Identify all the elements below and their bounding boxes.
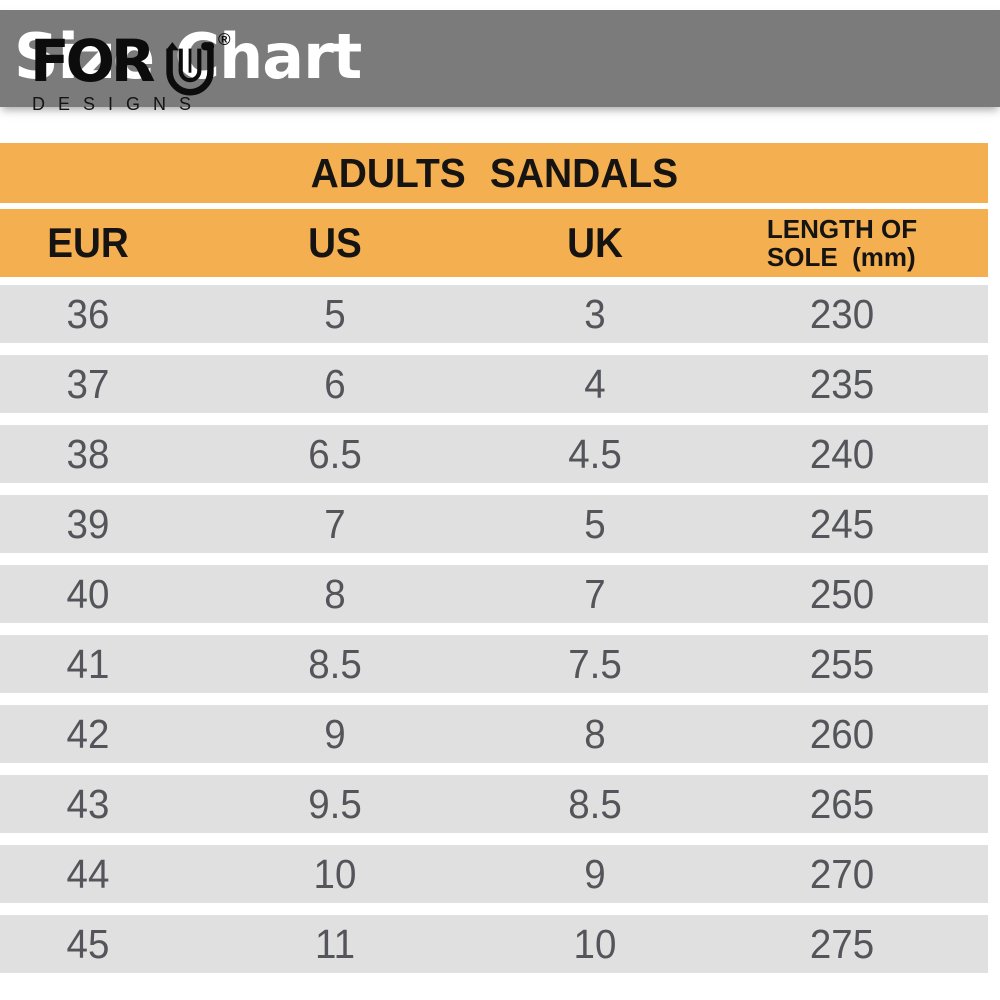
table-row: 40 8 7 250	[0, 565, 988, 623]
table-row: 42 9 8 260	[0, 705, 988, 763]
table-cell: 8	[584, 710, 606, 757]
table-row: 37 6 4 235	[0, 355, 988, 413]
table-cell: 41	[66, 640, 110, 687]
table-cell: 5	[324, 290, 346, 337]
page-title: Size Chart	[14, 20, 362, 93]
table-cell: 245	[809, 500, 875, 547]
table-cell: 40	[66, 570, 110, 617]
table-cell: 9	[584, 850, 606, 897]
table-cell: 7	[584, 570, 606, 617]
table-row: 43 9.5 8.5 265	[0, 775, 988, 833]
table-cell: 45	[66, 920, 110, 967]
table-cell: 39	[66, 500, 110, 547]
table-cell: 11	[314, 920, 356, 967]
table-cell: 255	[809, 640, 875, 687]
table-cell: 38	[66, 430, 110, 477]
table-row: 39 7 5 245	[0, 495, 988, 553]
table-cell: 9.5	[308, 780, 362, 827]
table-cell: 37	[66, 360, 110, 407]
table-cell: 5	[584, 500, 606, 547]
table-title: ADULTS SANDALS	[310, 149, 678, 196]
table-row: 36 5 3 230	[0, 285, 988, 343]
table-title-banner: ADULTS SANDALS	[0, 143, 988, 203]
table-header-row: EUR US UK LENGTH OF SOLE (mm)	[0, 209, 988, 277]
table-cell: 4.5	[568, 430, 622, 477]
length-header-line2: SOLE (mm)	[766, 242, 916, 272]
registered-trademark: ®	[218, 30, 231, 49]
table-cell: 240	[809, 430, 875, 477]
brand-banner: Size Chart FOR ® DESIGNS	[0, 10, 1000, 114]
table-cell: 6.5	[308, 430, 362, 477]
column-header-length: LENGTH OF SOLE (mm)	[696, 215, 988, 271]
column-header-uk: UK	[567, 219, 623, 266]
column-header-eur: EUR	[47, 219, 129, 266]
stylized-u-icon	[164, 41, 216, 97]
table-cell: 260	[809, 710, 875, 757]
table-cell: 250	[809, 570, 875, 617]
table-row: 44 10 9 270	[0, 845, 988, 903]
table-cell: 235	[809, 360, 875, 407]
table-cell: 10	[313, 850, 357, 897]
table-cell: 270	[809, 850, 875, 897]
table-cell: 8.5	[308, 640, 362, 687]
table-row: 41 8.5 7.5 255	[0, 635, 988, 693]
table-cell: 7	[324, 500, 346, 547]
table-cell: 265	[809, 780, 875, 827]
table-cell: 230	[809, 290, 875, 337]
table-cell: 36	[66, 290, 110, 337]
table-cell: 8	[324, 570, 346, 617]
table-cell: 4	[584, 360, 606, 407]
table-cell: 9	[324, 710, 346, 757]
table-cell: 44	[66, 850, 110, 897]
length-header-line1: LENGTH OF	[766, 214, 918, 244]
table-cell: 6	[324, 360, 346, 407]
table-cell: 275	[809, 920, 875, 967]
size-table-body: 36 5 3 230 37 6 4 235 38 6.5 4.5 240 39 7 5 245 40 8 7 250 4…	[0, 285, 988, 985]
table-row: 45 11 10 275	[0, 915, 988, 973]
table-cell: 10	[573, 920, 617, 967]
table-cell: 42	[66, 710, 110, 757]
column-header-us: US	[308, 219, 362, 266]
table-cell: 43	[66, 780, 110, 827]
table-cell: 3	[584, 290, 606, 337]
logo-subtext: DESIGNS	[32, 94, 205, 114]
table-cell: 7.5	[568, 640, 622, 687]
logo-text: FOR	[30, 27, 156, 95]
table-row: 38 6.5 4.5 240	[0, 425, 988, 483]
foru-designs-logo: FOR ® DESIGNS	[30, 27, 260, 116]
table-cell: 8.5	[568, 780, 622, 827]
